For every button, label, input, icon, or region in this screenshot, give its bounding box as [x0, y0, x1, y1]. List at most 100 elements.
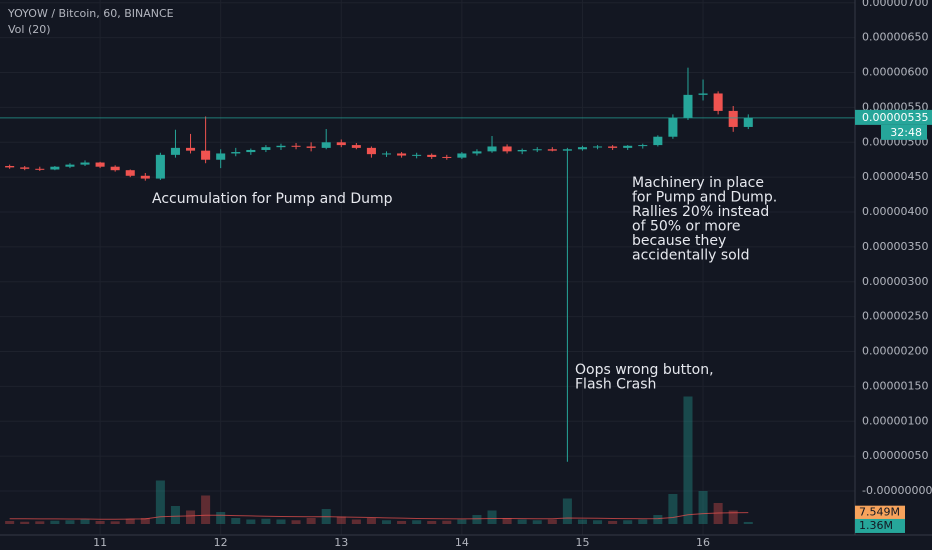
axes: 0.000007000.000006500.000006000.00000550… [93, 0, 932, 549]
candle-body [577, 147, 587, 150]
volume-bar [487, 510, 497, 524]
candle-body [397, 153, 407, 156]
volume-bar [291, 520, 301, 524]
volume-bar [110, 521, 120, 524]
candle-body [261, 147, 271, 150]
chart-title: YOYOW / Bitcoin, 60, BINANCE [7, 7, 174, 20]
candle-body [186, 147, 196, 151]
volume-bar [125, 518, 135, 524]
volume-bar [231, 518, 241, 524]
candle-body [246, 149, 256, 153]
volume-bar [608, 521, 618, 524]
volume-bar [381, 520, 392, 524]
volume-bar [532, 520, 542, 524]
candle-body [216, 153, 226, 160]
volume-ma-line [9, 512, 749, 520]
volume-marker-badge [855, 505, 905, 520]
volume-marker-badge [855, 518, 905, 533]
volume-bar [306, 518, 316, 524]
volume-bar [5, 521, 15, 524]
candle-body [381, 153, 392, 155]
annotation-text: Rallies 20% instead [632, 204, 769, 220]
volume-bar [201, 495, 211, 524]
volume-marker-label: 7.549M [859, 506, 900, 519]
candle-body [532, 149, 542, 151]
candle-body [638, 145, 648, 147]
volume-bar [35, 521, 45, 524]
candle-body [20, 167, 30, 169]
volume-bar [216, 512, 226, 524]
volume-bar [653, 515, 663, 524]
candle-body [110, 166, 120, 171]
volume-bar [547, 519, 557, 524]
y-tick-label: 0.00000400 [862, 205, 928, 218]
volume-pane [5, 396, 753, 524]
candle-body [321, 142, 331, 148]
annotation-text: for Pump and Dump. [632, 190, 777, 206]
candle-body [95, 162, 105, 167]
x-tick-label: 12 [214, 536, 228, 549]
y-tick-label: 0.00000450 [862, 170, 928, 183]
annotation-text: Machinery in place [632, 175, 764, 191]
volume-marker-label: 1.36M [859, 519, 893, 532]
annotation-text: Accumulation for Pump and Dump [152, 191, 393, 207]
volume-bar [351, 519, 361, 524]
last-price-label: 0.00000535 [862, 111, 928, 124]
candle-body [201, 150, 211, 160]
y-tick-label: 0.00000300 [862, 275, 928, 288]
volume-bar [65, 520, 75, 524]
candle-body [487, 146, 497, 152]
volume-bar [743, 521, 753, 524]
volume-bar [593, 520, 603, 524]
volume-bar [261, 518, 271, 524]
candle-body [472, 151, 482, 154]
candle-body [170, 147, 180, 155]
annotation-text: Oops wrong button, [575, 362, 714, 378]
volume-bar [728, 510, 738, 524]
candle-body [155, 154, 165, 179]
annotation-text: Flash Crash [575, 377, 656, 393]
candle-body [412, 154, 422, 156]
volume-bar [366, 518, 376, 524]
y-tick-label: 0.00000250 [862, 310, 928, 323]
countdown-label: 32:48 [890, 126, 922, 139]
volume-bar [517, 519, 527, 524]
volume-bar [502, 518, 512, 524]
volume-bar [140, 518, 150, 524]
volume-bar [668, 494, 678, 524]
candle-body [140, 175, 150, 179]
candle-body [743, 117, 753, 127]
candle-body [50, 166, 60, 170]
y-tick-label: 0.00000050 [862, 449, 928, 462]
candle-body [623, 145, 633, 148]
volume-bar [472, 515, 482, 524]
candle-body [5, 166, 15, 168]
candle-body [698, 93, 708, 95]
volume-bar [638, 519, 648, 524]
volume-bar [683, 396, 693, 524]
x-tick-label: 11 [93, 536, 107, 549]
candle-body [65, 164, 75, 167]
candle-body [231, 152, 241, 154]
candle-body [125, 170, 135, 176]
volume-bar [442, 520, 452, 524]
chart-subtitle: Vol (20) [8, 23, 51, 36]
volume-bar [246, 519, 256, 524]
candle-body [562, 149, 572, 151]
y-tick-label: 0.00000600 [862, 66, 928, 79]
volume-bar [412, 520, 422, 524]
annotation-text: accidentally sold [632, 248, 749, 264]
candle-body [80, 162, 90, 165]
x-tick-label: 16 [696, 536, 710, 549]
volume-bar [50, 520, 60, 524]
plot [0, 67, 855, 462]
volume-bar [577, 519, 587, 524]
annotation-text: because they [632, 233, 726, 249]
y-tick-label: 0.00000200 [862, 345, 928, 358]
volume-bar [457, 519, 467, 524]
candle-body [653, 136, 663, 146]
x-tick-label: 13 [334, 536, 348, 549]
volume-bar [95, 521, 105, 524]
